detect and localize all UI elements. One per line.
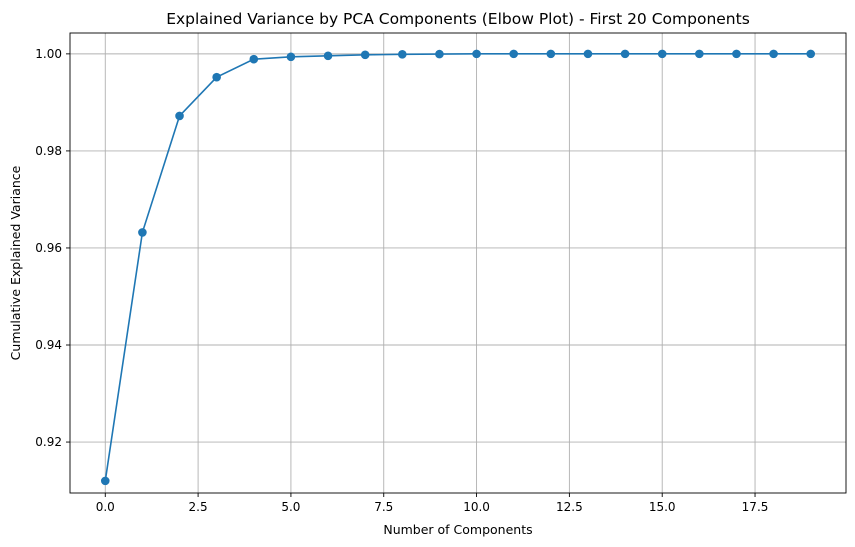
data-point xyxy=(249,54,259,64)
data-point xyxy=(732,49,741,59)
data-point xyxy=(435,49,444,59)
data-point xyxy=(509,49,518,59)
y-tick-label: 0.96 xyxy=(35,241,62,255)
y-tick-label: 1.00 xyxy=(35,47,62,61)
data-point xyxy=(212,72,221,82)
x-tick-label: 7.5 xyxy=(374,500,393,514)
x-tick-label: 2.5 xyxy=(189,500,208,514)
data-point xyxy=(175,111,184,121)
data-point xyxy=(100,476,110,486)
data-point xyxy=(398,50,407,59)
y-axis-label: Cumulative Explained Variance xyxy=(8,165,23,360)
tick-layer: 0.0 2.5 5.0 7.5 10.0 12.5 15.0 17.5 0.92 0.94 0.96… xyxy=(35,47,768,514)
series-line xyxy=(104,53,811,481)
y-tick-label: 0.92 xyxy=(35,435,62,449)
x-tick-label: 10.0 xyxy=(463,500,490,514)
y-tick-label: 0.98 xyxy=(35,144,62,158)
data-point xyxy=(769,49,778,59)
x-tick-label: 12.5 xyxy=(556,500,583,514)
data-point xyxy=(583,49,593,59)
data-point xyxy=(286,52,296,62)
y-tick-label: 0.94 xyxy=(35,338,62,352)
x-tick-label: 17.5 xyxy=(742,500,769,514)
data-point xyxy=(360,50,370,60)
data-point xyxy=(472,49,481,59)
x-axis-label: Number of Components xyxy=(383,522,532,537)
data-point xyxy=(138,228,147,237)
data-point xyxy=(620,49,630,59)
chart-title: Explained Variance by PCA Components (El… xyxy=(166,10,750,28)
data-point xyxy=(657,49,667,59)
x-tick-label: 0.0 xyxy=(96,500,115,514)
series-layer xyxy=(100,49,816,486)
x-tick-label: 15.0 xyxy=(649,500,676,514)
plot-frame xyxy=(69,32,847,494)
data-point xyxy=(695,49,704,59)
data-point xyxy=(323,51,333,61)
x-tick-label: 5.0 xyxy=(281,500,300,514)
data-point xyxy=(546,49,556,59)
data-point xyxy=(806,49,816,59)
